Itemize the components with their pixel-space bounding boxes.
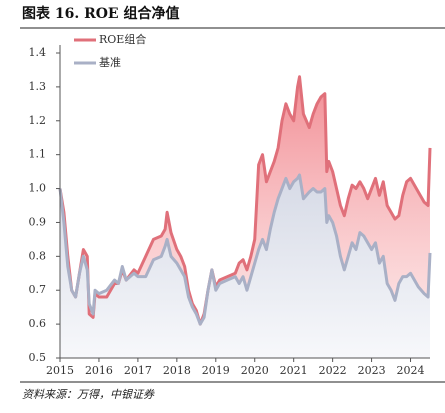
y-tick-label: 0.7: [29, 283, 47, 296]
x-tick-label: 2024: [397, 364, 425, 377]
x-tick-label: 2015: [46, 364, 74, 377]
y-tick-label: 0.9: [29, 215, 47, 228]
chart-title: 图表 16. ROE 组合净值: [22, 5, 179, 22]
y-tick-label: 1.1: [29, 148, 47, 161]
x-tick-label: 2018: [163, 364, 191, 377]
area: [60, 175, 430, 358]
x-tick-label: 2023: [358, 364, 386, 377]
y-tick-label: 1.0: [29, 182, 47, 195]
y-tick-label: 0.5: [29, 351, 47, 364]
x-tick-label: 2022: [319, 364, 347, 377]
source: 资料来源：万得，中银证券: [22, 388, 155, 401]
y-tick-label: 0.8: [29, 249, 47, 262]
x-tick-label: 2019: [202, 364, 230, 377]
x-tick-label: 2016: [85, 364, 113, 377]
series-line: [58, 173, 432, 326]
y-tick-label: 1.4: [29, 46, 47, 59]
x-tick-label: 2017: [124, 364, 152, 377]
x-tick-label: 2020: [241, 364, 269, 377]
legend-label: ROE组合: [99, 32, 146, 46]
y-tick-label: 0.6: [29, 317, 47, 330]
y-tick-label: 1.3: [29, 80, 47, 93]
y-tick-label: 1.2: [29, 114, 47, 127]
x-tick-label: 2021: [280, 364, 308, 377]
legend-label: 基准: [99, 56, 121, 69]
